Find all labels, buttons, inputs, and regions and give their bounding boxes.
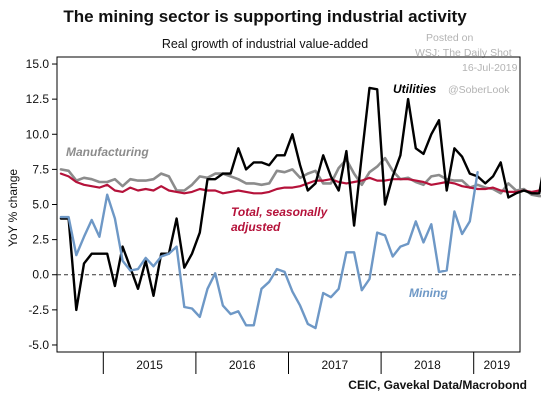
y-tick-label: 5.0	[32, 198, 49, 212]
y-tick-label: 0.0	[32, 268, 49, 282]
x-year-label: 2016	[229, 358, 256, 372]
y-tick-label: 15.0	[26, 57, 50, 71]
watermark-line-3: 16-Jul-2019	[462, 62, 518, 74]
y-tick-label: 7.5	[32, 162, 49, 176]
label-mining: Mining	[409, 286, 448, 300]
label-utilities: Utilities	[393, 82, 437, 96]
source-note: CEIC, Gavekal Data/Macrobond	[348, 378, 527, 392]
chart-title: The mining sector is supporting industri…	[63, 7, 467, 26]
y-tick-label: -2.5	[28, 303, 49, 317]
series-line-utilities	[59, 86, 541, 312]
label-total-line-1: Total, seasonally	[231, 205, 329, 219]
series-line-total	[59, 172, 541, 195]
x-year-label: 2018	[414, 358, 441, 372]
y-tick-label: 2.5	[32, 233, 49, 247]
series-lines	[59, 86, 541, 330]
x-year-label: 2019	[483, 358, 510, 372]
series-line-mining	[59, 170, 479, 330]
watermark-line-2: WSJ: The Daily Shot	[415, 47, 512, 59]
watermark: Posted on WSJ: The Daily Shot 16-Jul-201…	[415, 32, 518, 96]
series-labels: Manufacturing Total, seasonally adjusted…	[66, 82, 448, 300]
watermark-line-1: Posted on	[426, 32, 473, 44]
y-tick-label: 12.5	[26, 92, 50, 106]
chart-subtitle: Real growth of industrial value-added	[162, 37, 368, 51]
y-tick-label: -5.0	[28, 338, 49, 352]
x-year-label: 2015	[136, 358, 163, 372]
y-tick-label: 10.0	[26, 127, 50, 141]
label-manufacturing: Manufacturing	[66, 145, 149, 159]
x-year-label: 2017	[321, 358, 348, 372]
y-axis: -5.0 -2.5 0.0 2.5 5.0 7.5 10.0 12.5 15.0	[26, 57, 57, 352]
watermark-line-4: @SoberLook	[448, 84, 510, 96]
y-axis-title: YoY % change	[6, 169, 20, 247]
label-total-line-2: adjusted	[231, 220, 281, 234]
x-axis: 2015 2016 2017 2018 2019	[102, 352, 511, 374]
series-line-manufacturing	[59, 156, 541, 198]
